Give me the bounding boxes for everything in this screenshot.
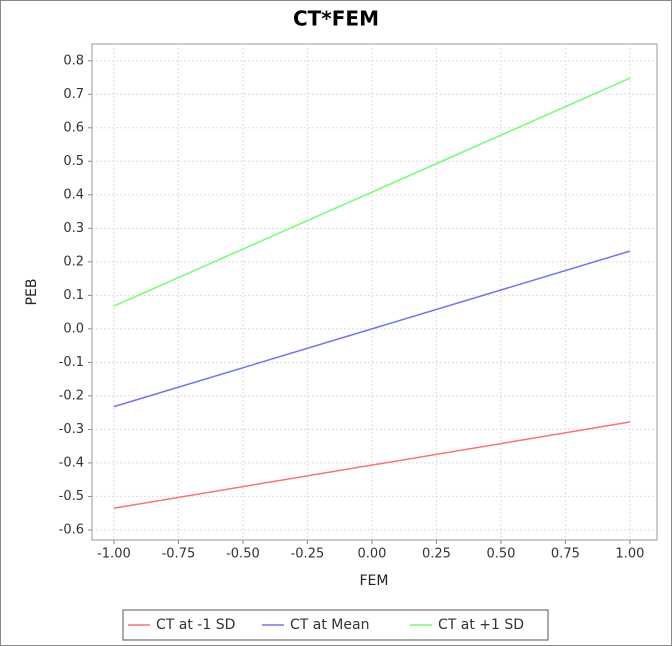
x-tick-label: 0.00	[357, 547, 386, 562]
y-tick-label: -0.6	[59, 522, 84, 537]
y-tick-label: 0.7	[63, 87, 84, 102]
x-tick-label: -0.25	[291, 547, 325, 562]
series-line	[113, 250, 631, 408]
y-tick-label: 0.0	[63, 321, 84, 336]
chart-title: CT*FEM	[293, 7, 379, 31]
x-tick-label: 1.00	[615, 547, 644, 562]
series-line	[113, 421, 631, 509]
y-tick-label: -0.2	[59, 388, 84, 403]
y-tick-label: -0.1	[59, 355, 84, 370]
y-axis-label: PEB	[24, 279, 40, 306]
legend-label: CT at -1 SD	[156, 617, 235, 633]
y-tick-label: 0.2	[63, 254, 84, 269]
x-tick-label: -1.00	[97, 547, 131, 562]
x-tick-label: 0.50	[486, 547, 515, 562]
x-tick-label: 0.25	[422, 547, 451, 562]
legend-label: CT at +1 SD	[438, 617, 524, 633]
y-tick-label: 0.5	[63, 154, 84, 169]
x-axis-label: FEM	[360, 573, 389, 589]
y-tick-label: 0.6	[63, 120, 84, 135]
plot-area	[91, 43, 658, 541]
y-tick-label: 0.4	[63, 187, 84, 202]
y-tick-label: 0.1	[63, 288, 84, 303]
legend-label: CT at Mean	[290, 617, 369, 633]
y-tick-label: 0.8	[63, 53, 84, 68]
x-tick-label: 0.75	[551, 547, 580, 562]
x-tick-label: -0.75	[162, 547, 196, 562]
x-tick-label: -0.50	[226, 547, 260, 562]
y-tick-label: -0.3	[59, 422, 84, 437]
y-tick-label: -0.5	[59, 489, 84, 504]
y-tick-label: -0.4	[59, 455, 84, 470]
y-tick-label: 0.3	[63, 221, 84, 236]
legend	[122, 609, 549, 641]
series-line	[113, 77, 631, 307]
